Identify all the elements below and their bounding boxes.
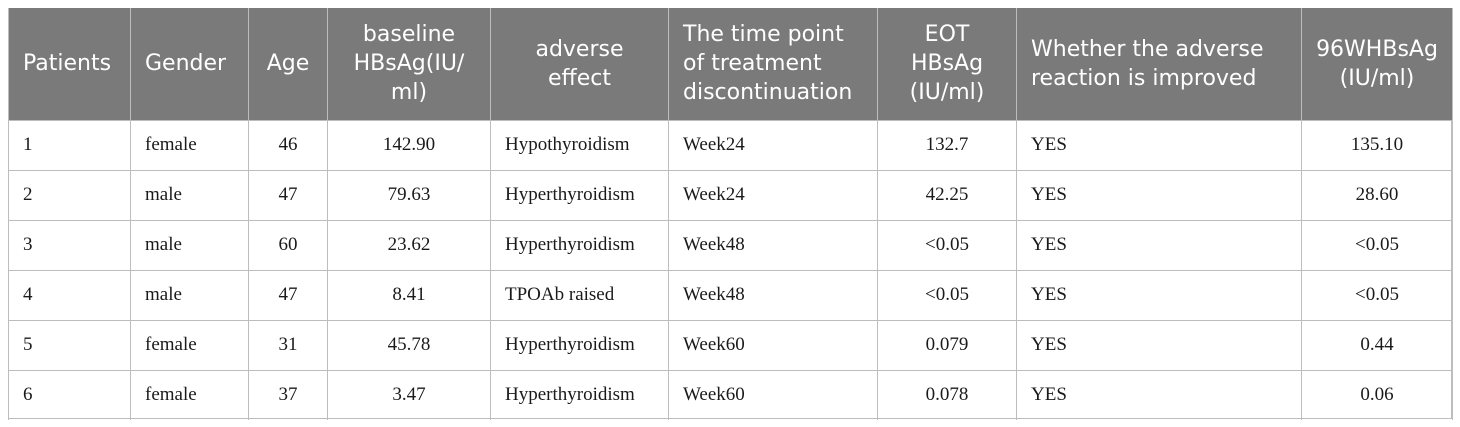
header-discontinuation-time: The time point of treatment discontinuat… bbox=[668, 8, 878, 121]
cell-adverse-effect: Hyperthyroidism bbox=[490, 169, 669, 221]
cell-eot-hbsag: 0.079 bbox=[877, 319, 1017, 371]
cell-improved: YES bbox=[1016, 319, 1302, 371]
table-header-row: Patients Gender Age baseline HBsAg(IU/ m… bbox=[8, 8, 1453, 121]
adverse-effects-table-container: Patients Gender Age baseline HBsAg(IU/ m… bbox=[8, 8, 1453, 420]
cell-gender: male bbox=[130, 219, 249, 271]
cell-gender: male bbox=[130, 169, 249, 221]
cell-age: 47 bbox=[248, 169, 328, 221]
cell-discontinuation-time: Week24 bbox=[668, 169, 878, 221]
cell-96w-hbsag: 28.60 bbox=[1301, 169, 1453, 221]
table-row: 6 female 37 3.47 Hyperthyroidism Week60 … bbox=[8, 369, 1453, 420]
cell-96w-hbsag: <0.05 bbox=[1301, 269, 1453, 321]
cell-96w-hbsag: 0.06 bbox=[1301, 369, 1453, 420]
cell-age: 31 bbox=[248, 319, 328, 371]
table-row: 5 female 31 45.78 Hyperthyroidism Week60… bbox=[8, 319, 1453, 371]
cell-96w-hbsag: <0.05 bbox=[1301, 219, 1453, 271]
cell-age: 47 bbox=[248, 269, 328, 321]
cell-96w-hbsag: 0.44 bbox=[1301, 319, 1453, 371]
cell-baseline-hbsag: 23.62 bbox=[327, 219, 491, 271]
header-baseline-hbsag: baseline HBsAg(IU/ ml) bbox=[327, 8, 491, 121]
cell-patient: 6 bbox=[8, 369, 131, 420]
cell-age: 46 bbox=[248, 119, 328, 171]
header-age: Age bbox=[248, 8, 328, 121]
cell-96w-hbsag: 135.10 bbox=[1301, 119, 1453, 171]
cell-baseline-hbsag: 8.41 bbox=[327, 269, 491, 321]
cell-gender: female bbox=[130, 369, 249, 420]
cell-adverse-effect: Hyperthyroidism bbox=[490, 319, 669, 371]
header-adverse-reaction-improved: Whether the adverse reaction is improved bbox=[1016, 8, 1302, 121]
cell-adverse-effect: Hypothyroidism bbox=[490, 119, 669, 171]
cell-discontinuation-time: Week48 bbox=[668, 219, 878, 271]
cell-improved: YES bbox=[1016, 269, 1302, 321]
cell-eot-hbsag: <0.05 bbox=[877, 269, 1017, 321]
cell-adverse-effect: TPOAb raised bbox=[490, 269, 669, 321]
header-96w-hbsag: 96WHBsAg (IU/ml) bbox=[1301, 8, 1453, 121]
cell-eot-hbsag: 0.078 bbox=[877, 369, 1017, 420]
cell-discontinuation-time: Week48 bbox=[668, 269, 878, 321]
table-row: 1 female 46 142.90 Hypothyroidism Week24… bbox=[8, 119, 1453, 171]
cell-eot-hbsag: 42.25 bbox=[877, 169, 1017, 221]
adverse-effects-table: Patients Gender Age baseline HBsAg(IU/ m… bbox=[8, 8, 1453, 420]
cell-baseline-hbsag: 45.78 bbox=[327, 319, 491, 371]
cell-age: 60 bbox=[248, 219, 328, 271]
cell-improved: YES bbox=[1016, 369, 1302, 420]
cell-baseline-hbsag: 3.47 bbox=[327, 369, 491, 420]
cell-baseline-hbsag: 79.63 bbox=[327, 169, 491, 221]
header-eot-hbsag: EOT HBsAg (IU/ml) bbox=[877, 8, 1017, 121]
cell-gender: female bbox=[130, 119, 249, 171]
cell-eot-hbsag: 132.7 bbox=[877, 119, 1017, 171]
cell-baseline-hbsag: 142.90 bbox=[327, 119, 491, 171]
cell-gender: male bbox=[130, 269, 249, 321]
header-gender: Gender bbox=[130, 8, 249, 121]
table-row: 3 male 60 23.62 Hyperthyroidism Week48 <… bbox=[8, 219, 1453, 271]
header-patients: Patients bbox=[8, 8, 131, 121]
cell-adverse-effect: Hyperthyroidism bbox=[490, 369, 669, 420]
table-row: 4 male 47 8.41 TPOAb raised Week48 <0.05… bbox=[8, 269, 1453, 321]
cell-patient: 2 bbox=[8, 169, 131, 221]
cell-adverse-effect: Hyperthyroidism bbox=[490, 219, 669, 271]
cell-gender: female bbox=[130, 319, 249, 371]
cell-eot-hbsag: <0.05 bbox=[877, 219, 1017, 271]
cell-patient: 3 bbox=[8, 219, 131, 271]
cell-discontinuation-time: Week60 bbox=[668, 319, 878, 371]
cell-patient: 1 bbox=[8, 119, 131, 171]
cell-improved: YES bbox=[1016, 219, 1302, 271]
table-row: 2 male 47 79.63 Hyperthyroidism Week24 4… bbox=[8, 169, 1453, 221]
cell-improved: YES bbox=[1016, 169, 1302, 221]
cell-discontinuation-time: Week60 bbox=[668, 369, 878, 420]
cell-age: 37 bbox=[248, 369, 328, 420]
cell-discontinuation-time: Week24 bbox=[668, 119, 878, 171]
header-adverse-effect: adverse effect bbox=[490, 8, 669, 121]
cell-patient: 5 bbox=[8, 319, 131, 371]
cell-patient: 4 bbox=[8, 269, 131, 321]
cell-improved: YES bbox=[1016, 119, 1302, 171]
